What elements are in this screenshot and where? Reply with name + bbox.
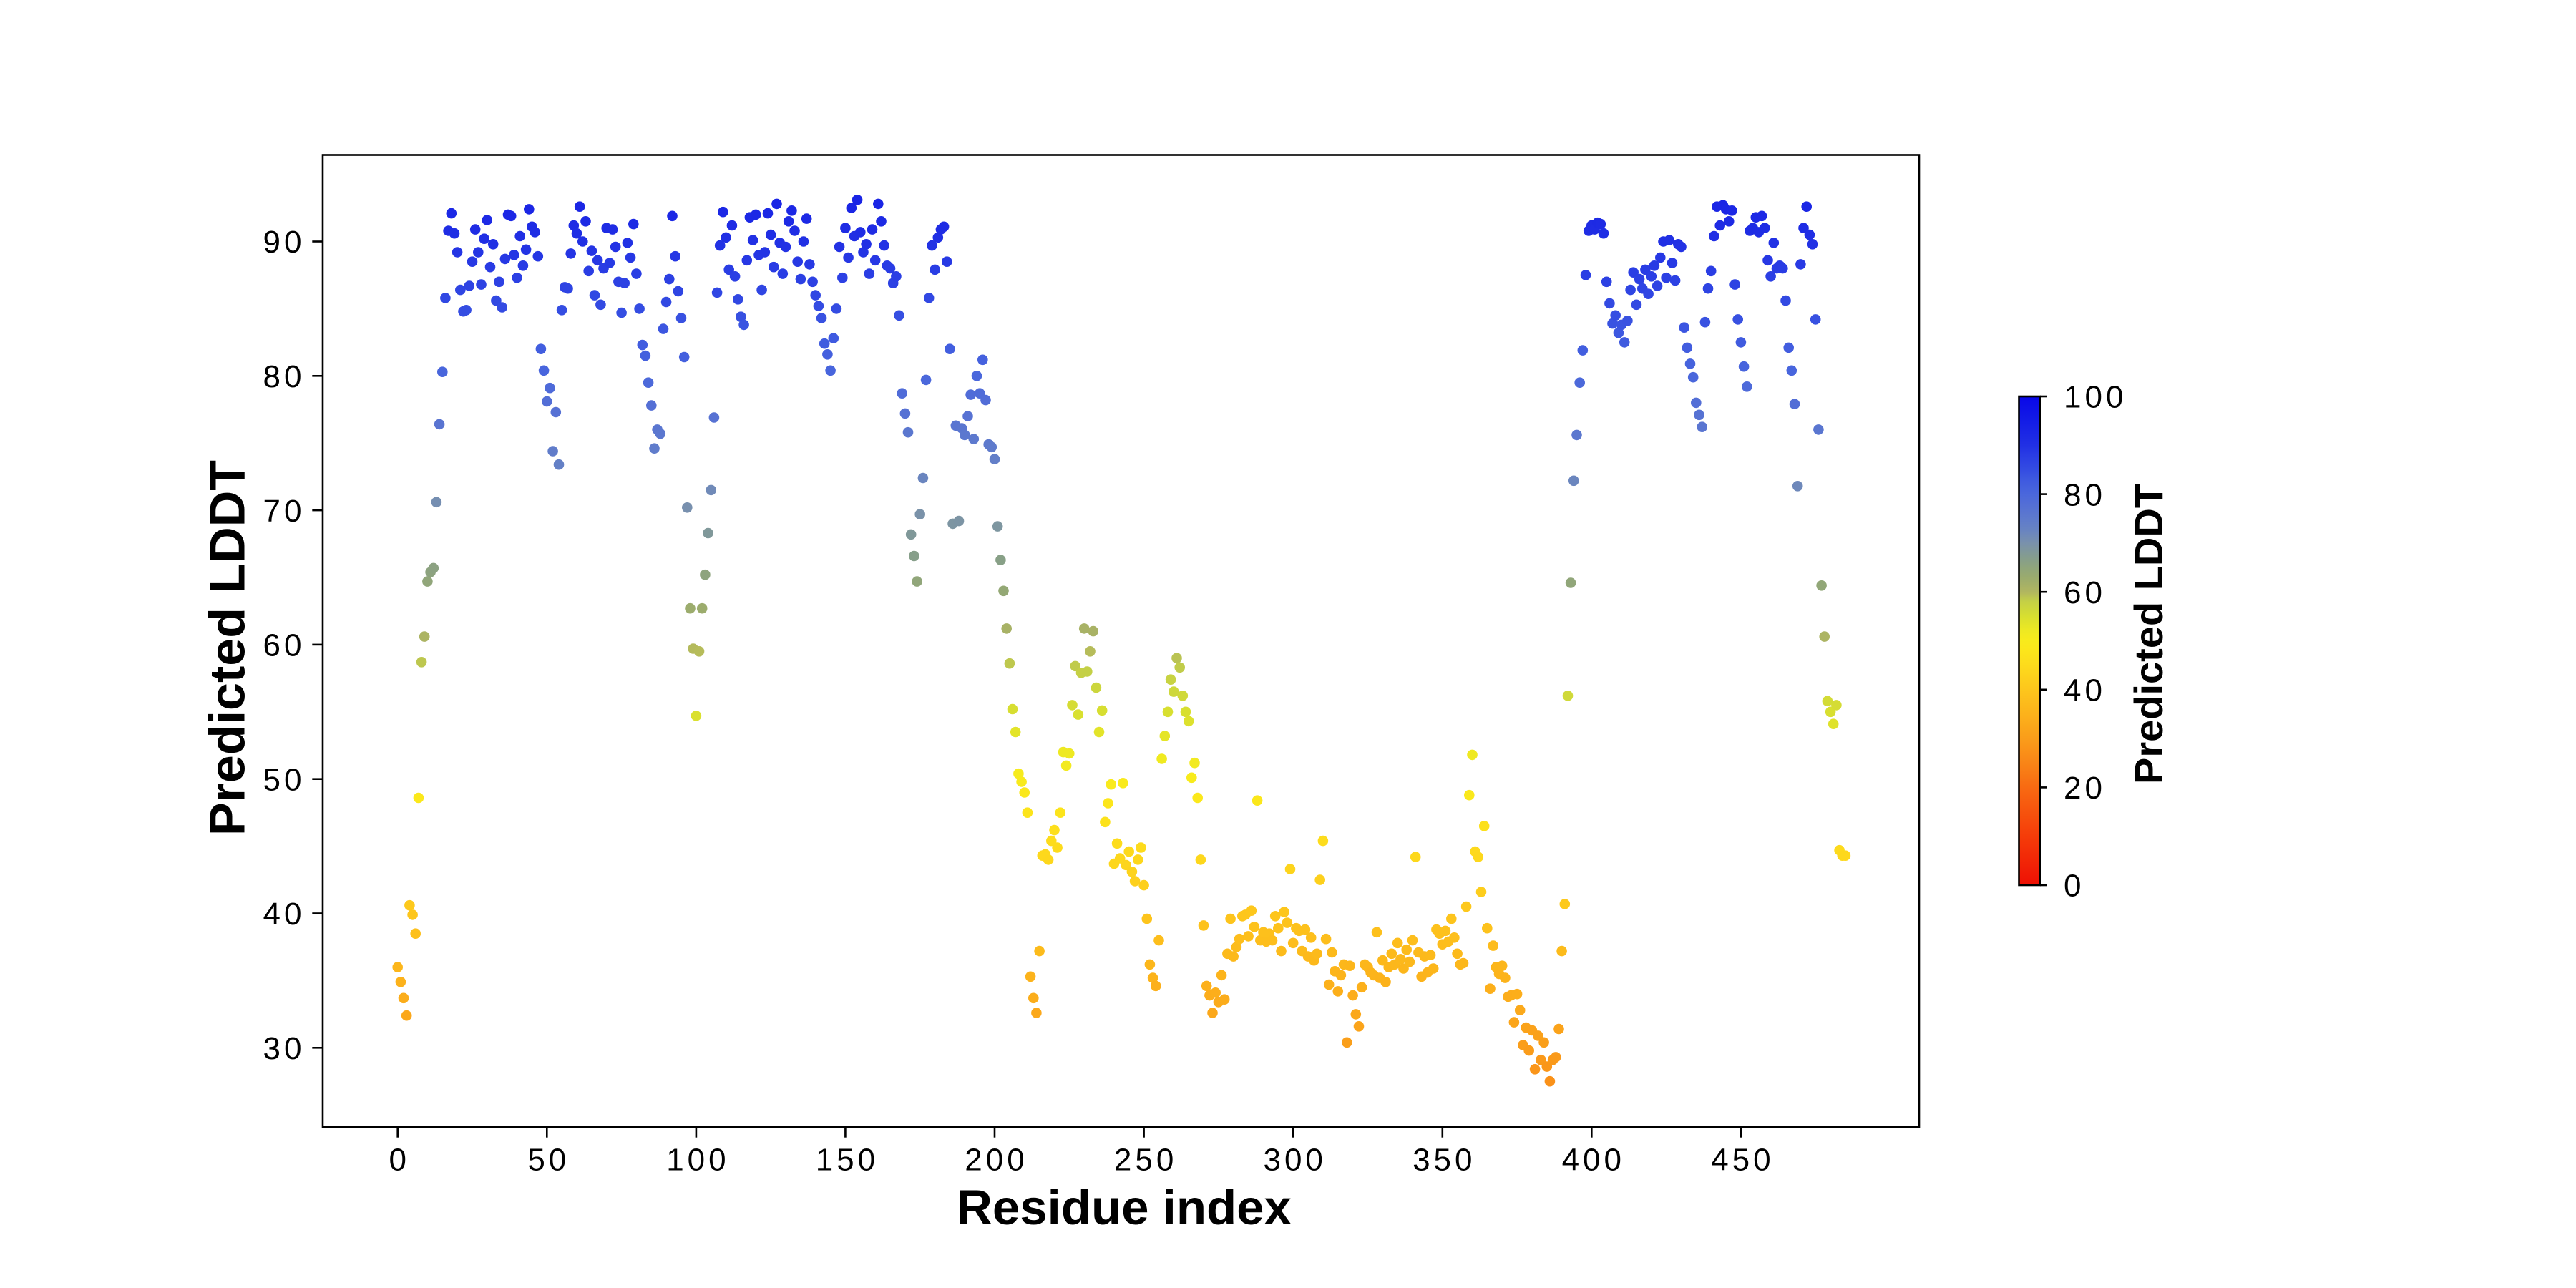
svg-text:Residue index: Residue index: [957, 1180, 1292, 1235]
svg-text:250: 250: [1114, 1143, 1177, 1178]
svg-text:0: 0: [389, 1143, 409, 1178]
svg-text:100: 100: [2064, 380, 2127, 415]
svg-text:Predicted LDDT: Predicted LDDT: [2126, 484, 2171, 784]
svg-text:50: 50: [527, 1143, 570, 1178]
svg-text:50: 50: [263, 762, 306, 797]
svg-text:200: 200: [965, 1143, 1028, 1178]
svg-text:80: 80: [2064, 477, 2106, 512]
svg-text:150: 150: [816, 1143, 879, 1178]
svg-text:40: 40: [2064, 673, 2106, 708]
svg-text:30: 30: [263, 1031, 306, 1066]
svg-text:Predicted LDDT: Predicted LDDT: [200, 460, 255, 836]
svg-text:80: 80: [263, 359, 306, 394]
svg-text:100: 100: [666, 1143, 729, 1178]
svg-text:60: 60: [263, 628, 306, 663]
svg-text:300: 300: [1263, 1143, 1326, 1178]
svg-text:400: 400: [1562, 1143, 1625, 1178]
svg-text:70: 70: [263, 494, 306, 529]
svg-text:20: 20: [2064, 771, 2106, 806]
svg-text:450: 450: [1711, 1143, 1774, 1178]
svg-text:40: 40: [263, 897, 306, 932]
svg-text:350: 350: [1413, 1143, 1475, 1178]
svg-text:90: 90: [263, 225, 306, 260]
svg-text:60: 60: [2064, 575, 2106, 610]
svg-text:0: 0: [2064, 869, 2084, 904]
